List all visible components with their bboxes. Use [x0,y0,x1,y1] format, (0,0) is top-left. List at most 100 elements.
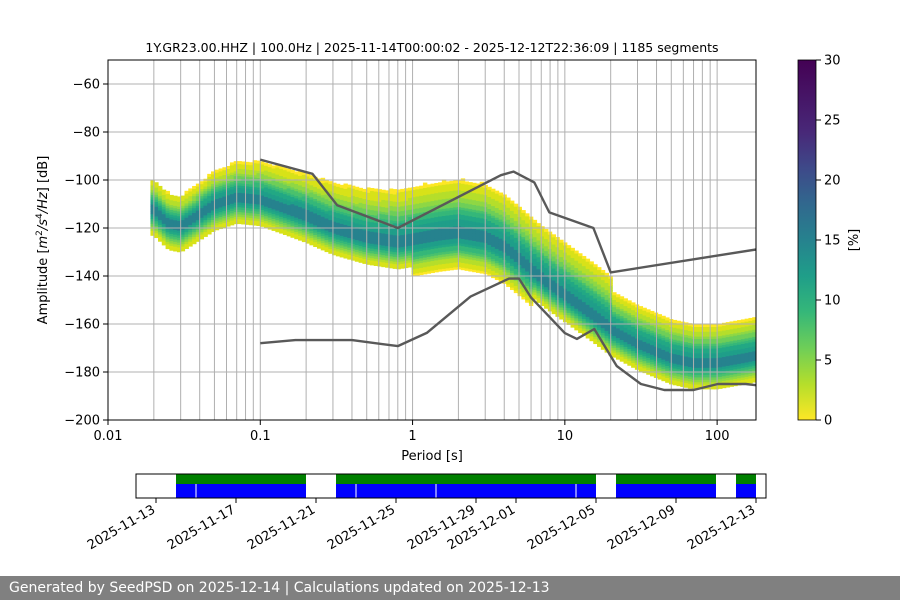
heatmap-cell [706,381,712,385]
heatmap-cell [260,214,265,218]
heatmap-cell [188,229,193,233]
heatmap-cell [509,234,515,238]
heatmap-cell [154,220,159,224]
heatmap-cell [703,326,708,330]
heatmap-cell [578,320,583,324]
heatmap-cell [222,196,227,200]
heatmap-cell [237,218,242,222]
heatmap-cell [623,346,628,350]
heatmap-cell [396,227,401,231]
heatmap-cell [237,168,242,172]
heatmap-cell [207,176,212,180]
heatmap-cell [460,257,466,261]
heatmap-cell [385,247,390,251]
heatmap-cell [332,209,337,213]
heatmap-cell [313,191,318,195]
heatmap-cell [589,280,594,284]
heatmap-cell [646,335,651,339]
heatmap-cell [332,252,337,256]
heatmap-cell [631,314,636,318]
heatmap-cell [180,238,186,242]
heatmap-cell [445,243,451,247]
heatmap-cell [422,199,428,203]
heatmap-cell [279,182,284,186]
heatmap-cell [544,303,549,307]
heatmap-cell [301,222,307,226]
heatmap-cell [498,233,504,237]
heatmap-cell [589,290,594,294]
heatmap-cell [377,191,382,195]
heatmap-cell [464,239,469,243]
heatmap-cell [282,231,288,235]
heatmap-cell [657,345,662,349]
heatmap-cell [161,189,167,193]
heatmap-cell [301,210,307,214]
heatmap-cell [457,247,462,251]
heatmap-cell [665,343,670,347]
heatmap-cell [313,200,318,204]
heatmap-cell [176,232,182,236]
heatmap-cell [472,192,477,196]
heatmap-cell [650,349,655,353]
heatmap-cell [615,356,621,360]
heatmap-cell [275,217,280,221]
heatmap-cell [559,251,564,255]
heatmap-cell [226,209,231,213]
heatmap-cell [324,217,329,221]
heatmap-cell [460,262,466,266]
y-tick-label: −200 [64,414,100,429]
heatmap-cell [180,200,186,204]
heatmap-cell [335,210,341,214]
heatmap-cell [457,232,462,236]
heatmap-cell [453,199,458,203]
heatmap-cell [740,329,746,333]
heatmap-cell [559,294,564,298]
heatmap-cell [665,327,670,330]
heatmap-cell [460,235,466,239]
heatmap-cell [218,197,223,201]
heatmap-cell [434,194,439,198]
heatmap-cell [721,375,727,379]
heatmap-cell [752,362,756,366]
heatmap-cell [487,227,492,231]
heatmap-cell [540,264,545,268]
heatmap-cell [392,261,398,265]
heatmap-cell [214,184,220,188]
heatmap-cell [559,316,564,320]
heatmap-cell [400,244,405,248]
heatmap-cell [180,236,186,240]
heatmap-cell [290,191,295,195]
heatmap-cell [260,183,265,187]
heatmap-cell [578,296,583,300]
heatmap-cell [358,223,363,227]
heatmap-cell [737,365,742,369]
heatmap-cell [517,271,522,275]
heatmap-cell [366,245,371,249]
heatmap-cell [426,253,432,257]
heatmap-cell [248,167,254,171]
heatmap-cell [320,221,326,224]
heatmap-cell [676,335,681,339]
heatmap-cell [422,235,428,239]
footer-bar: Generated by SeedPSD on 2025-12-14 | Cal… [0,576,900,600]
heatmap-cell [445,214,451,218]
heatmap-cell [551,277,557,281]
heatmap-cell [748,327,753,331]
heatmap-cell [195,238,201,242]
heatmap-cell [362,200,367,204]
heatmap-cell [585,299,591,303]
heatmap-cell [438,259,443,263]
heatmap-cell [245,193,250,197]
heatmap-cell [464,224,469,228]
heatmap-cell [441,208,447,212]
heatmap-cell [358,231,363,235]
heatmap-cell [400,239,405,243]
heatmap-cell [733,335,738,339]
heatmap-cell [426,191,432,195]
heatmap-cell [733,375,738,379]
heatmap-cell [305,219,310,223]
heatmap-cell [237,199,242,203]
heatmap-cell [506,279,511,283]
heatmap-cell [521,217,526,221]
heatmap-cell [536,261,541,265]
